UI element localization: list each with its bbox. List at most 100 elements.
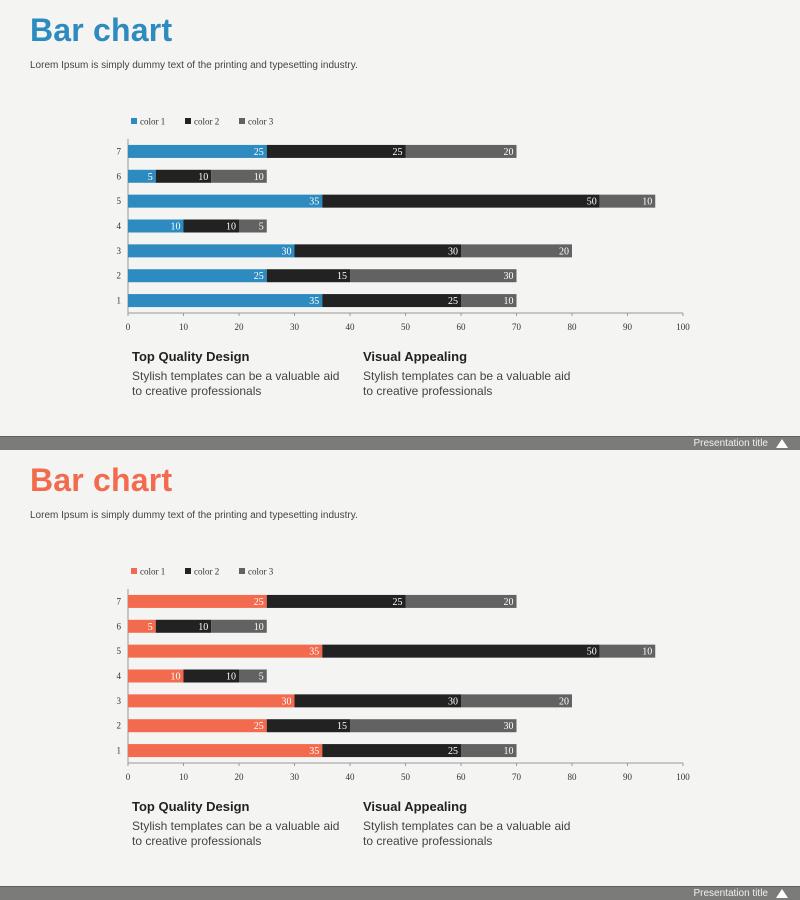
footer-bar: Presentation title	[0, 436, 800, 450]
bar-segment	[128, 169, 156, 183]
data-label: 10	[254, 172, 264, 183]
feature-title: Top Quality Design	[132, 799, 250, 814]
y-tick-label: 7	[117, 596, 122, 606]
slide-subtitle: Lorem Ipsum is simply dummy text of the …	[30, 510, 358, 521]
slide-title: Bar chart	[30, 12, 173, 48]
y-tick-label: 5	[117, 646, 122, 656]
data-label: 20	[504, 597, 514, 608]
data-label: 35	[309, 296, 319, 307]
x-tick-label: 0	[126, 322, 131, 332]
data-label: 10	[198, 172, 208, 183]
bar-segment	[461, 294, 517, 308]
triangle-up-icon[interactable]	[776, 889, 788, 898]
bar-segment	[155, 169, 212, 183]
bar-segment	[128, 669, 184, 683]
x-tick-label: 90	[623, 772, 633, 782]
data-label: 30	[448, 246, 458, 257]
bar-segment	[461, 244, 572, 258]
feature-title: Visual Appealing	[363, 349, 468, 364]
data-label: 10	[226, 672, 236, 683]
data-label: 10	[171, 222, 181, 233]
data-label: 30	[504, 271, 514, 282]
bar-segment	[128, 594, 267, 608]
legend-swatch	[185, 118, 191, 124]
data-label: 30	[448, 696, 458, 707]
y-tick-label: 7	[117, 146, 122, 156]
x-tick-label: 60	[457, 772, 467, 782]
x-tick-label: 50	[401, 322, 411, 332]
bar-segment	[128, 219, 184, 233]
legend-label: color 3	[248, 567, 274, 577]
data-label: 10	[642, 647, 652, 658]
bar-segment	[266, 269, 350, 283]
legend-label: color 3	[248, 117, 274, 127]
bar-segment	[128, 294, 323, 308]
bar-segment	[266, 144, 406, 158]
x-tick-label: 10	[179, 772, 189, 782]
bar-segment	[461, 744, 517, 758]
legend-label: color 1	[140, 117, 165, 127]
x-tick-label: 40	[346, 772, 356, 782]
y-tick-label: 3	[117, 246, 122, 256]
bar-segment	[128, 644, 323, 658]
data-label: 25	[393, 147, 403, 158]
data-label: 30	[282, 246, 292, 257]
legend-swatch	[239, 118, 245, 124]
x-tick-label: 90	[623, 322, 633, 332]
data-label: 10	[171, 672, 181, 683]
data-label: 20	[504, 147, 514, 158]
bar-segment	[211, 169, 267, 183]
data-label: 5	[259, 672, 264, 683]
x-tick-label: 0	[126, 772, 131, 782]
x-tick-label: 80	[568, 772, 578, 782]
x-tick-label: 50	[401, 772, 411, 782]
feature-text: Stylish templates can be a valuable aid …	[132, 819, 340, 848]
triangle-up-icon[interactable]	[776, 439, 788, 448]
data-label: 25	[254, 147, 264, 158]
data-label: 5	[148, 172, 153, 183]
y-tick-label: 2	[117, 721, 122, 731]
x-tick-label: 30	[290, 322, 300, 332]
bar-segment	[599, 194, 656, 208]
x-tick-label: 30	[290, 772, 300, 782]
bar-segment	[128, 744, 323, 758]
slide-2: Bar chart Lorem Ipsum is simply dummy te…	[0, 450, 800, 900]
legend-swatch	[131, 568, 137, 574]
bar-segment	[405, 594, 517, 608]
bar-segment	[405, 144, 517, 158]
data-label: 15	[337, 721, 347, 732]
data-label: 30	[504, 721, 514, 732]
bar-segment	[266, 719, 350, 733]
slide-title: Bar chart	[30, 462, 173, 498]
feature-text: Stylish templates can be a valuable aid …	[132, 369, 340, 398]
bar-segment	[294, 694, 461, 708]
data-label: 50	[587, 197, 597, 208]
bar-segment	[128, 269, 267, 283]
bar-chart: color 1 color 2 color 3 0 10 20 30 40 50 60 70 80 90…	[117, 117, 691, 333]
footer-bar: Presentation title	[0, 886, 800, 900]
data-label: 10	[198, 622, 208, 633]
bar-segment	[128, 194, 323, 208]
data-label: 50	[587, 647, 597, 658]
bar-segment	[155, 619, 212, 633]
slide-1: Bar chart Lorem Ipsum is simply dummy te…	[0, 12, 800, 450]
legend-swatch	[185, 568, 191, 574]
bar-segment	[128, 244, 295, 258]
data-label: 35	[309, 647, 319, 658]
data-label: 10	[504, 296, 514, 307]
bar-segment	[322, 294, 461, 308]
data-label: 25	[393, 597, 403, 608]
x-tick-label: 20	[235, 322, 245, 332]
data-label: 5	[259, 222, 264, 233]
feature-text: Stylish templates can be a valuable aid …	[363, 369, 571, 398]
bar-segment	[128, 619, 156, 633]
bar-segment	[350, 719, 517, 733]
bar-segment	[183, 219, 239, 233]
x-tick-label: 70	[512, 322, 522, 332]
bar-segment	[239, 669, 267, 683]
y-tick-label: 4	[117, 221, 122, 231]
data-label: 5	[148, 622, 153, 633]
x-tick-label: 60	[457, 322, 467, 332]
bar-segment	[239, 219, 267, 233]
y-tick-label: 2	[117, 271, 122, 281]
